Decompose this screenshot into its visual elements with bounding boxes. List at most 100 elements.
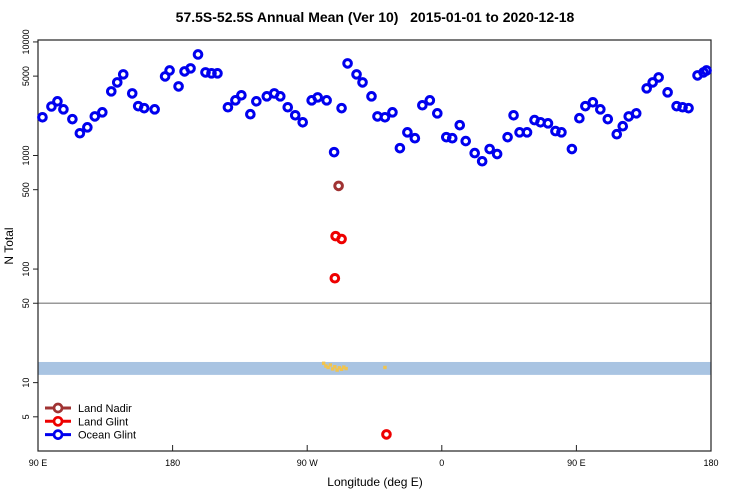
flag-point [321, 361, 326, 365]
data-point-ocean-glint [336, 102, 347, 114]
flag-point [344, 366, 348, 371]
data-point-ocean-glint [37, 111, 48, 123]
data-point-ocean-glint [484, 143, 495, 155]
data-point-land-glint [329, 272, 341, 284]
flag-point [333, 365, 337, 369]
data-point-ocean-glint [222, 101, 234, 113]
y-tick-label: 5 [21, 414, 31, 419]
y-tick-label: 500 [21, 182, 31, 197]
data-point-ocean-glint [111, 77, 123, 88]
data-point-ocean-glint [67, 113, 78, 125]
data-point-ocean-glint [164, 65, 175, 76]
data-point-ocean-glint [647, 77, 658, 88]
data-point-ocean-glint [52, 96, 63, 107]
data-point-ocean-glint [641, 83, 652, 94]
data-point-ocean-glint [617, 120, 629, 132]
flag-point [337, 366, 342, 370]
data-point-ocean-glint [446, 132, 458, 144]
data-point-ocean-glint [149, 104, 160, 115]
data-point-ocean-glint [417, 99, 428, 111]
flag-point [339, 367, 344, 372]
data-point-ocean-glint [230, 95, 241, 106]
highlight-band [38, 361, 711, 375]
x-tick-label: 90 W [297, 458, 319, 468]
data-point-ocean-glint [460, 135, 472, 147]
data-point-ocean-glint [595, 104, 606, 115]
data-point-land-glint [336, 233, 347, 245]
data-point-land-glint [381, 429, 392, 440]
legend-marker [52, 429, 64, 440]
flag-point [342, 365, 346, 369]
legend-label: Land Nadir [78, 403, 132, 415]
data-point-ocean-glint [366, 91, 377, 102]
data-point-ocean-glint [662, 87, 673, 98]
x-tick-label: 90 E [567, 458, 586, 468]
flag-point [335, 368, 339, 372]
data-point-ocean-glint [117, 69, 129, 80]
flag-point [324, 364, 328, 368]
data-point-ocean-glint [566, 143, 578, 155]
data-point-ocean-glint [454, 119, 466, 131]
data-point-ocean-glint [321, 95, 332, 106]
data-point-ocean-glint [602, 113, 614, 125]
legend-marker [52, 415, 64, 427]
data-point-ocean-glint [138, 102, 150, 114]
data-point-ocean-glint [274, 91, 286, 102]
legend-label: Ocean Glint [78, 430, 136, 442]
data-point-ocean-glint [89, 111, 101, 122]
x-tick-label: 180 [703, 458, 718, 468]
data-point-ocean-glint [542, 118, 554, 129]
data-point-ocean-glint [297, 117, 309, 128]
data-point-ocean-glint [192, 49, 204, 60]
data-point-ocean-glint [97, 107, 108, 118]
y-tick-label: 10000 [21, 29, 31, 54]
data-point-ocean-glint [206, 68, 217, 79]
data-point-ocean-glint [701, 65, 712, 76]
data-point-ocean-glint [587, 97, 599, 108]
data-point-ocean-glint [476, 155, 488, 167]
data-point-ocean-glint [351, 69, 362, 80]
data-point-ocean-glint [126, 88, 138, 99]
x-axis-title: Longitude (deg E) [327, 475, 423, 489]
data-point-ocean-glint [630, 108, 642, 119]
data-point-ocean-glint [46, 101, 57, 112]
data-point-ocean-glint [653, 72, 664, 83]
data-point-ocean-glint [82, 122, 93, 133]
data-point-ocean-glint [394, 142, 406, 154]
legend-marker [52, 402, 64, 414]
flag-point [383, 365, 387, 370]
data-point-ocean-glint [508, 109, 519, 121]
y-tick-label: 5000 [21, 66, 31, 86]
data-point-ocean-glint [328, 146, 340, 158]
data-point-ocean-glint [424, 95, 436, 106]
data-point-ocean-glint [683, 102, 694, 114]
data-point-land-nadir [333, 180, 344, 192]
data-point-ocean-glint [521, 127, 533, 138]
data-point-ocean-glint [379, 111, 391, 123]
flag-point [326, 365, 330, 370]
data-point-ocean-glint [312, 92, 323, 103]
data-point-ocean-glint [491, 148, 503, 160]
data-point-ocean-glint [289, 109, 301, 121]
data-point-ocean-glint [282, 101, 294, 113]
data-point-ocean-glint [58, 104, 69, 115]
chart-title: 57.5S-52.5S Annual Mean (Ver 10) 2015-01… [175, 9, 575, 25]
data-point-ocean-glint [469, 147, 481, 159]
flag-point [328, 363, 333, 367]
data-point-ocean-glint [574, 112, 585, 124]
data-point-ocean-glint [245, 108, 256, 120]
y-tick-label: 1000 [21, 145, 31, 165]
y-tick-label: 50 [21, 298, 31, 308]
data-point-ocean-glint [387, 107, 398, 118]
data-point-ocean-glint [212, 68, 223, 79]
data-point-ocean-glint [580, 100, 591, 112]
data-point-ocean-glint [402, 127, 413, 138]
data-point-ocean-glint [409, 132, 421, 144]
data-point-ocean-glint [105, 86, 117, 97]
x-tick-label: 180 [165, 458, 180, 468]
y-tick-label: 10 [21, 378, 31, 388]
data-point-ocean-glint [357, 77, 368, 88]
data-point-ocean-glint [173, 81, 184, 92]
data-point-ocean-glint [236, 89, 247, 101]
